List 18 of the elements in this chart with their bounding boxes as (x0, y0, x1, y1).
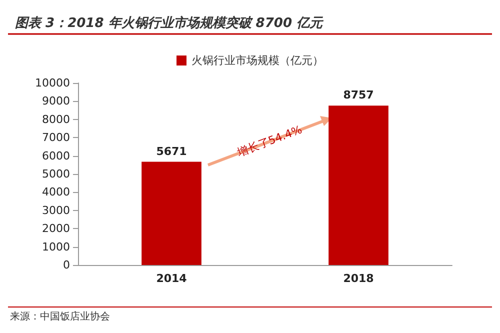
y-tick-label: 10000 (35, 76, 70, 90)
x-tick-label: 2014 (156, 272, 188, 285)
y-tick-label: 9000 (42, 94, 70, 108)
y-tick-label: 4000 (42, 186, 70, 199)
x-tick-label: 2018 (343, 272, 374, 285)
source-note: 来源：中国饭店业协会 (10, 310, 110, 322)
y-tick-label: 1000 (42, 240, 70, 254)
data-label: 8757 (343, 88, 374, 102)
chart-title: 图表 3：2018 年火锅行业市场规模突破 8700 亿元 (15, 15, 325, 31)
y-tick-label: 3000 (42, 204, 70, 217)
y-tick-label: 6000 (42, 149, 70, 162)
y-tick-label: 7000 (42, 131, 70, 144)
legend-label: 火锅行业市场规模（亿元） (192, 54, 324, 67)
data-label: 5671 (156, 144, 187, 158)
y-tick-label: 8000 (42, 112, 70, 126)
y-tick-label: 5000 (42, 168, 70, 180)
y-tick-label: 2000 (42, 222, 70, 236)
y-tick-label: 0 (63, 258, 70, 272)
